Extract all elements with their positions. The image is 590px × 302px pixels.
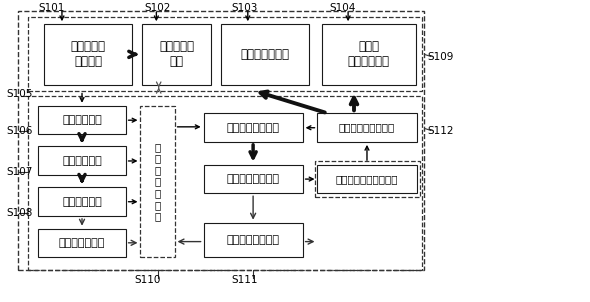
Text: S109: S109: [427, 52, 454, 63]
Text: 检测模型训练模块: 检测模型训练模块: [227, 174, 280, 184]
Text: 目标检测与计数模块: 目标检测与计数模块: [339, 123, 395, 133]
Bar: [28, 17, 422, 91]
Bar: [38, 106, 126, 134]
Text: 数据增强模块: 数据增强模块: [62, 197, 102, 207]
Text: S101: S101: [38, 2, 65, 13]
Bar: [140, 106, 175, 257]
Text: S110: S110: [135, 275, 161, 285]
Text: 果蔬果实目标检测模型: 果蔬果实目标检测模型: [336, 174, 398, 184]
Bar: [322, 24, 416, 85]
Text: S103: S103: [232, 2, 258, 13]
Text: 数据集转换模块: 数据集转换模块: [59, 238, 105, 248]
Bar: [38, 187, 126, 216]
Bar: [142, 24, 211, 85]
Bar: [204, 113, 303, 142]
Text: 数据采集模块: 数据采集模块: [62, 115, 102, 125]
Bar: [18, 11, 424, 270]
Text: 图像与视频
采集单元: 图像与视频 采集单元: [70, 40, 106, 68]
Bar: [38, 146, 126, 175]
Text: S104: S104: [329, 2, 356, 13]
Bar: [315, 161, 420, 197]
Text: S107: S107: [6, 167, 32, 177]
Text: S102: S102: [145, 2, 171, 13]
Text: S111: S111: [232, 275, 258, 285]
Text: 矮
化
番
茄
数
据
集: 矮 化 番 茄 数 据 集: [155, 142, 160, 221]
Bar: [317, 165, 417, 193]
Text: S106: S106: [6, 126, 32, 137]
Text: 数据集预处理模块: 数据集预处理模块: [227, 123, 280, 133]
Text: 计算机终端单元: 计算机终端单元: [240, 48, 290, 61]
Bar: [38, 229, 126, 257]
Text: S108: S108: [6, 208, 32, 218]
Bar: [221, 24, 309, 85]
Bar: [44, 24, 132, 85]
Bar: [317, 113, 417, 142]
Text: 手持式
智能终端单元: 手持式 智能终端单元: [348, 40, 390, 68]
Bar: [204, 223, 303, 257]
Text: S112: S112: [427, 126, 454, 137]
Text: S105: S105: [6, 89, 32, 99]
Text: 云计算平台
单元: 云计算平台 单元: [159, 40, 194, 68]
Text: 检测模型评估模块: 检测模型评估模块: [227, 235, 280, 245]
Bar: [28, 96, 422, 270]
Bar: [204, 165, 303, 193]
Text: 数据标注模块: 数据标注模块: [62, 156, 102, 166]
